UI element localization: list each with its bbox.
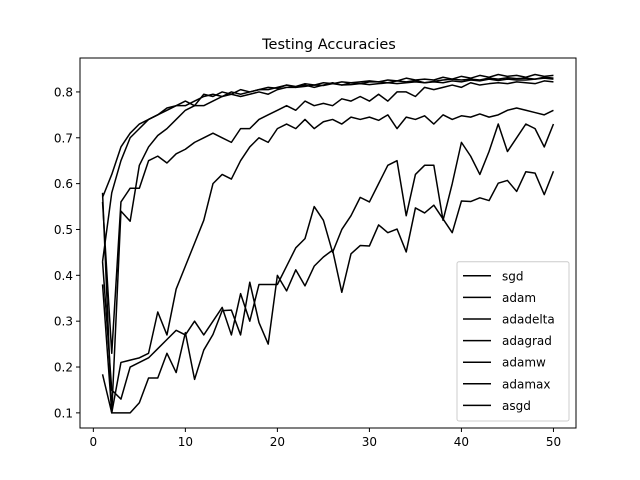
- x-tick-label: 40: [454, 435, 469, 449]
- x-tick-label: 30: [362, 435, 377, 449]
- legend-label-asgd: asgd: [502, 399, 531, 413]
- y-tick-label: 0.2: [54, 361, 73, 375]
- y-tick-label: 0.7: [54, 131, 73, 145]
- x-tick-label: 10: [178, 435, 193, 449]
- x-tick-label: 0: [90, 435, 98, 449]
- chart-title: Testing Accuracies: [261, 37, 396, 53]
- y-tick-label: 0.8: [54, 85, 73, 99]
- series-line-adadelta: [101, 107, 554, 414]
- plot-frame: [79, 57, 577, 429]
- series-line-adamw: [101, 80, 554, 355]
- y-tick-label: 0.6: [54, 177, 73, 191]
- legend-label-sgd: sgd: [502, 269, 524, 283]
- legend-box: [456, 261, 570, 422]
- series-line-asgd: [101, 73, 554, 198]
- legend-label-adamax: adamax: [502, 377, 550, 391]
- legend: sgd adam adadelta adagrad adamw adamax asgd: [456, 261, 570, 422]
- y-tick-label: 0.5: [54, 223, 73, 237]
- series-layer: [101, 73, 555, 414]
- legend-label-adadelta: adadelta: [502, 313, 555, 327]
- series-line-sgd: [101, 170, 555, 414]
- legend-label-adam: adam: [502, 291, 536, 305]
- x-axis: 0 10 20 30 40 50: [90, 428, 561, 449]
- y-tick-label: 0.1: [54, 406, 73, 420]
- y-tick-label: 0.3: [54, 315, 73, 329]
- legend-label-adamw: adamw: [502, 356, 546, 370]
- legend-label-adagrad: adagrad: [502, 334, 552, 348]
- y-tick-label: 0.4: [54, 269, 73, 283]
- y-axis: 0.1 0.2 0.3 0.4 0.5 0.6 0.7 0.8: [54, 85, 80, 420]
- x-tick-label: 50: [546, 435, 561, 449]
- series-line-adagrad: [101, 123, 555, 400]
- x-tick-label: 20: [270, 435, 285, 449]
